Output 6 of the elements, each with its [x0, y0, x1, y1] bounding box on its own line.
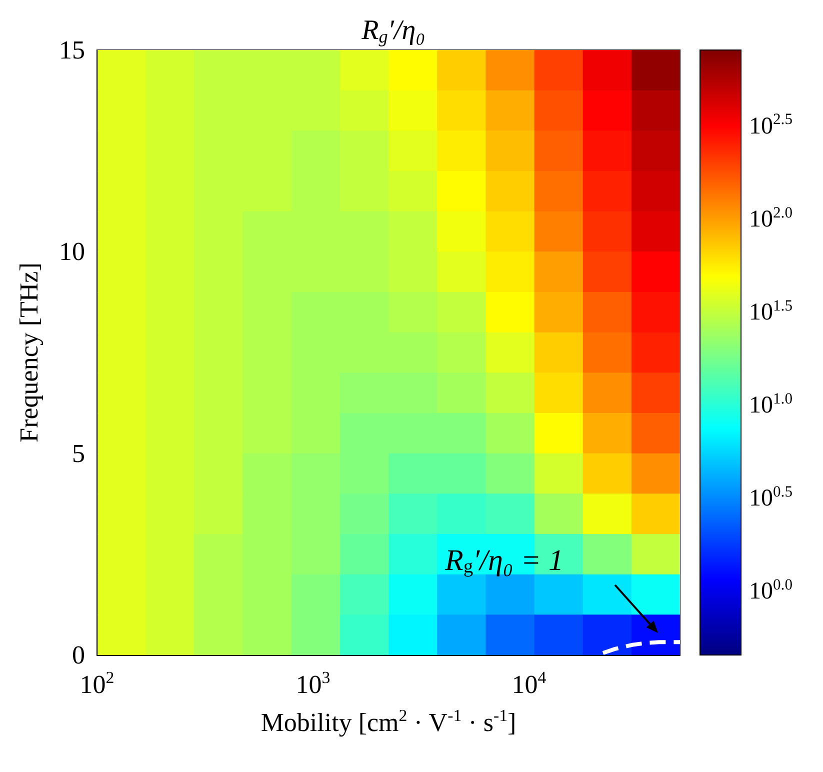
- annotation: Rg′/η₀ = 1: [444, 544, 564, 578]
- y-tick-label: 10: [59, 237, 85, 266]
- y-tick-label: 15: [59, 36, 85, 64]
- y-tick-label: 5: [72, 438, 85, 468]
- y-tick-label: 0: [72, 640, 85, 670]
- y-axis-title: Frequency [THz]: [14, 262, 44, 442]
